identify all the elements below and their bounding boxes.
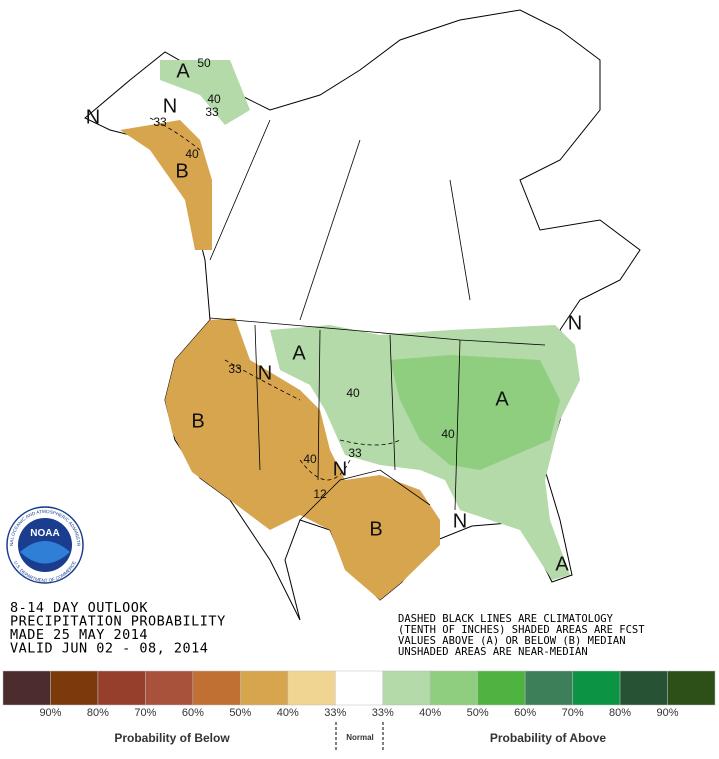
- legend-swatch: [619, 670, 668, 706]
- map-label: 40: [346, 386, 360, 400]
- note-line: DASHED BLACK LINES ARE CLIMATOLOGY: [398, 613, 614, 625]
- legend-label: 60%: [514, 707, 536, 719]
- map-label: N: [453, 510, 467, 532]
- map-label: 12: [313, 487, 327, 501]
- legend-label: 40%: [277, 707, 299, 719]
- map: [84, 9, 641, 621]
- shade-above-east-40: [390, 355, 560, 470]
- map-label: A: [292, 342, 306, 364]
- legend-label: 70%: [562, 707, 584, 719]
- border: [209, 119, 546, 521]
- logo-wave: [20, 541, 70, 564]
- legend-label: 60%: [182, 707, 204, 719]
- legend-normal: Normal: [346, 733, 374, 742]
- map-label: 33: [228, 362, 242, 376]
- legend-swatch: [240, 670, 289, 706]
- legend-label: 33%: [324, 707, 346, 719]
- legend-swatch: [572, 670, 621, 706]
- map-label: A: [495, 388, 509, 410]
- map-label: 33: [205, 105, 219, 119]
- logo-ring-text: NATIONAL OCEANIC AND ATMOSPHERIC ADMINIS…: [0, 0, 81, 547]
- legend-label: 50%: [229, 707, 251, 719]
- legend-label: 50%: [467, 707, 489, 719]
- map-label: A: [176, 60, 190, 82]
- map-label: 50: [197, 56, 211, 70]
- note-line: (TENTH OF INCHES) SHADED AREAS ARE FCST: [398, 624, 645, 636]
- map-label: 40: [441, 427, 455, 441]
- map-label: 40: [207, 92, 221, 106]
- shade-below-west: [165, 318, 440, 600]
- legend-swatch: [97, 670, 146, 706]
- logo: NOAA NATIONAL OCEANIC AND ATMOSPHERIC AD…: [0, 0, 84, 584]
- map-label: B: [369, 518, 382, 540]
- legend-swatch: [382, 670, 431, 706]
- legend-label: 70%: [134, 707, 156, 719]
- outlook-line: 8-14 DAY OUTLOOK: [10, 600, 148, 616]
- legend-swatch: [524, 670, 573, 706]
- outlook-line: VALID JUN 02 - 08, 2014: [10, 641, 208, 657]
- legend-above: Probability of Above: [490, 731, 607, 745]
- legend-label: 90%: [39, 707, 61, 719]
- legend-swatch: [335, 670, 383, 706]
- legend-below: Probability of Below: [114, 731, 230, 745]
- map-label: 33: [348, 446, 362, 460]
- map-label: N: [258, 362, 272, 384]
- outlook-line: PRECIPITATION PROBABILITY: [10, 614, 226, 630]
- note-line: VALUES ABOVE (A) OR BELOW (B) MEDIAN: [398, 635, 626, 647]
- shade-above-alaska: [160, 60, 250, 125]
- map-label: N: [163, 95, 177, 117]
- map-label: N: [86, 106, 100, 128]
- legend-label: 40%: [419, 707, 441, 719]
- legend-label: 80%: [609, 707, 631, 719]
- legend-swatch: [287, 670, 336, 706]
- notes: DASHED BLACK LINES ARE CLIMATOLOGY(TENTH…: [398, 613, 645, 658]
- legend-label: 90%: [657, 707, 679, 719]
- legend-swatch: [192, 670, 241, 706]
- legend-swatch: [667, 670, 716, 706]
- climatology-line: [149, 117, 401, 481]
- map-label: N: [333, 458, 347, 480]
- note-line: UNSHADED AREAS ARE NEAR-MEDIAN: [398, 646, 588, 658]
- legend-swatch: [2, 670, 51, 706]
- legend-label: 33%: [372, 707, 394, 719]
- outlook-line: MADE 25 MAY 2014: [10, 627, 148, 643]
- legend-swatch: [145, 670, 194, 706]
- map-label: B: [191, 410, 204, 432]
- legend-label: 80%: [87, 707, 109, 719]
- legend-swatch: [50, 670, 99, 706]
- map-label: B: [175, 160, 188, 182]
- legend-swatch: [429, 670, 478, 706]
- legend-swatch: [477, 670, 526, 706]
- map-label: 40: [185, 147, 199, 161]
- map-label: 33: [153, 115, 167, 129]
- logo-name: NOAA: [30, 528, 59, 539]
- map-label: 40: [303, 452, 317, 466]
- map-label: A: [555, 553, 569, 575]
- map-label: N: [568, 312, 582, 334]
- shade-below-alaska: [120, 120, 212, 250]
